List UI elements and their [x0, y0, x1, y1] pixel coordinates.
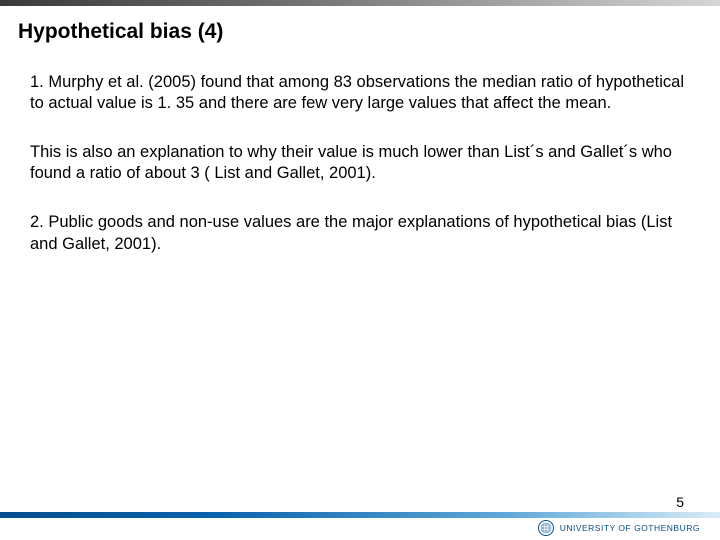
slide: Hypothetical bias (4) 1. Murphy et al. (…	[0, 0, 720, 540]
footer: UNIVERSITY OF GOTHENBURG	[0, 504, 720, 540]
university-seal-icon	[538, 520, 554, 536]
paragraph-1: 1. Murphy et al. (2005) found that among…	[30, 72, 690, 114]
paragraph-3: 2. Public goods and non-use values are t…	[30, 212, 690, 254]
content-area: 1. Murphy et al. (2005) found that among…	[0, 44, 720, 255]
footer-right: UNIVERSITY OF GOTHENBURG	[538, 520, 700, 536]
footer-gradient-bar	[0, 512, 720, 518]
paragraph-2: This is also an explanation to why their…	[30, 142, 690, 184]
slide-title: Hypothetical bias (4)	[0, 6, 720, 44]
university-name: UNIVERSITY OF GOTHENBURG	[560, 523, 700, 533]
